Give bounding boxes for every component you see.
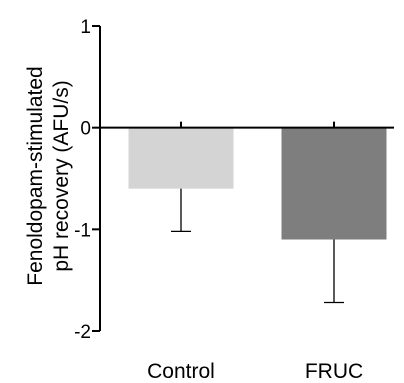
plot-area: 1 0 -1 -2 Control FRUC bbox=[74, 17, 394, 383]
bar-control bbox=[128, 127, 234, 189]
y-axis-label-line-1: Fenoldopam-stimulated bbox=[24, 66, 47, 285]
y-tick-label-1: 1 bbox=[80, 17, 91, 38]
y-axis-label-line-2: pH recovery (AFU/s) bbox=[50, 80, 73, 271]
y-tick-label-neg1: -1 bbox=[74, 220, 91, 241]
x-category-label-fruc: FRUC bbox=[305, 360, 363, 383]
y-tick-label-neg2: -2 bbox=[74, 322, 91, 343]
x-category-label-control: Control bbox=[147, 360, 215, 383]
bar-fruc bbox=[281, 127, 387, 240]
y-axis-label: Fenoldopam-stimulated pH recovery (AFU/s… bbox=[24, 66, 73, 285]
y-tick-label-0: 0 bbox=[80, 119, 91, 140]
